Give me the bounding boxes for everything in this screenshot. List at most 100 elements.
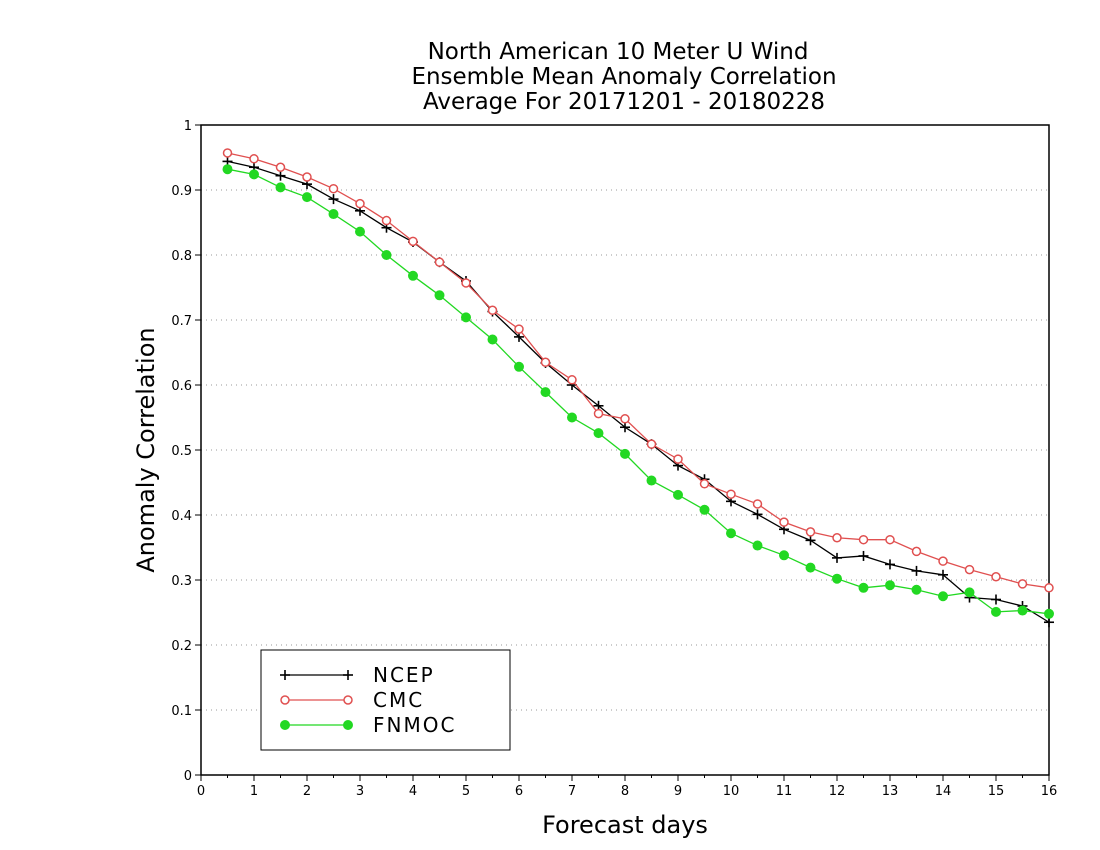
fnmoc-point	[805, 562, 816, 573]
cmc-point	[832, 533, 842, 543]
x-tick-label: 2	[303, 784, 311, 799]
cmc-point	[461, 278, 471, 288]
legend-marker-cmc	[280, 695, 290, 705]
fnmoc-point	[858, 582, 869, 593]
legend-label-cmc: CMC	[373, 688, 424, 712]
fnmoc-point	[461, 312, 471, 323]
cmc-point	[673, 454, 683, 464]
x-tick-label: 16	[1041, 784, 1058, 799]
fnmoc-point	[355, 226, 365, 237]
x-tick-label: 7	[568, 784, 576, 799]
cmc-point	[964, 564, 975, 575]
fnmoc-point	[434, 290, 445, 301]
cmc-point	[805, 527, 816, 537]
x-tick-label: 0	[197, 784, 205, 799]
fnmoc-point	[249, 169, 259, 180]
x-tick-label: 12	[829, 784, 846, 799]
cmc-point	[249, 154, 259, 164]
ncep-point	[885, 559, 895, 570]
series-fnmoc	[222, 164, 1054, 619]
ncep-point	[991, 594, 1001, 605]
ncep-line	[227, 160, 1050, 623]
title-line-2: Ensemble Mean Anomaly Correlation	[411, 64, 836, 90]
fnmoc-point	[1044, 608, 1054, 619]
y-tick-label: 0.5	[171, 444, 192, 459]
x-tick-label: 9	[674, 784, 682, 799]
cmc-point	[434, 257, 445, 267]
x-tick-label: 6	[515, 784, 523, 799]
legend-label-ncep: NCEP	[373, 663, 435, 687]
fnmoc-point	[885, 580, 895, 591]
fnmoc-point	[593, 428, 604, 439]
ncep-point	[938, 569, 948, 580]
fnmoc-point	[726, 528, 736, 539]
cmc-point	[991, 572, 1001, 582]
x-tick-label: 8	[621, 784, 629, 799]
x-tick-label: 13	[882, 784, 899, 799]
axis-ticks: 00.10.20.30.40.50.60.70.80.910 1 2 3 4 5 6 7 8 9 1…	[171, 119, 1057, 799]
cmc-point	[275, 162, 286, 172]
ncep-point	[752, 509, 763, 520]
cmc-point	[699, 479, 710, 489]
fnmoc-point	[222, 164, 233, 175]
fnmoc-point	[381, 250, 392, 260]
x-tick-label: 10	[723, 784, 740, 799]
fnmoc-point	[514, 361, 524, 372]
y-tick-label: 0.6	[171, 379, 192, 394]
cmc-point	[381, 215, 392, 226]
y-tick-label: 0.1	[171, 704, 192, 719]
cmc-point	[779, 517, 789, 527]
fnmoc-point	[673, 489, 683, 500]
fnmoc-point	[328, 209, 339, 220]
legend-entry-cmc: CMC	[280, 688, 424, 712]
cmc-point	[408, 236, 418, 247]
fnmoc-point	[540, 387, 551, 398]
cmc-point	[1044, 583, 1054, 593]
ncep-point	[328, 194, 339, 205]
fnmoc-point	[991, 606, 1001, 617]
legend-marker-cmc	[343, 695, 353, 705]
title-line-1: North American 10 Meter U Wind	[428, 39, 809, 65]
x-tick-label: 11	[776, 784, 793, 799]
data-series	[222, 148, 1054, 628]
y-tick-label: 0.8	[171, 249, 192, 264]
y-axis-label: Anomaly Correlation	[132, 327, 160, 572]
fnmoc-point	[964, 587, 975, 598]
fnmoc-point	[699, 504, 710, 515]
x-tick-label: 4	[409, 784, 417, 799]
cmc-point	[514, 324, 524, 334]
cmc-point	[540, 357, 551, 367]
legend-marker-fnmoc	[280, 720, 290, 730]
title-line-3: Average For 20171201 - 20180228	[423, 89, 825, 115]
fnmoc-point	[646, 475, 657, 486]
x-tick-label: 3	[356, 784, 364, 799]
cmc-point	[938, 556, 948, 566]
cmc-point	[646, 439, 657, 449]
cmc-point	[487, 305, 498, 315]
cmc-point	[355, 198, 365, 209]
ncep-point	[911, 565, 922, 576]
cmc-point	[567, 375, 577, 385]
x-tick-label: 14	[935, 784, 952, 799]
cmc-point	[593, 408, 604, 419]
y-tick-label: 0.9	[171, 184, 192, 199]
cmc-point	[620, 414, 630, 424]
y-tick-label: 0.3	[171, 574, 192, 589]
fnmoc-point	[911, 584, 922, 595]
ncep-point	[275, 170, 286, 181]
fnmoc-point	[832, 573, 842, 584]
y-tick-label: 1	[184, 119, 192, 134]
cmc-point	[1017, 579, 1028, 589]
ncep-point	[805, 535, 816, 546]
fnmoc-point	[408, 270, 418, 281]
ncep-point	[832, 552, 842, 563]
cmc-point	[726, 489, 736, 499]
legend-marker-ncep	[343, 670, 353, 680]
cmc-point	[222, 148, 233, 158]
x-axis-label: Forecast days	[542, 811, 708, 839]
ncep-point	[620, 422, 630, 433]
fnmoc-point	[938, 591, 948, 602]
cmc-point	[885, 534, 895, 545]
fnmoc-point	[275, 182, 286, 193]
